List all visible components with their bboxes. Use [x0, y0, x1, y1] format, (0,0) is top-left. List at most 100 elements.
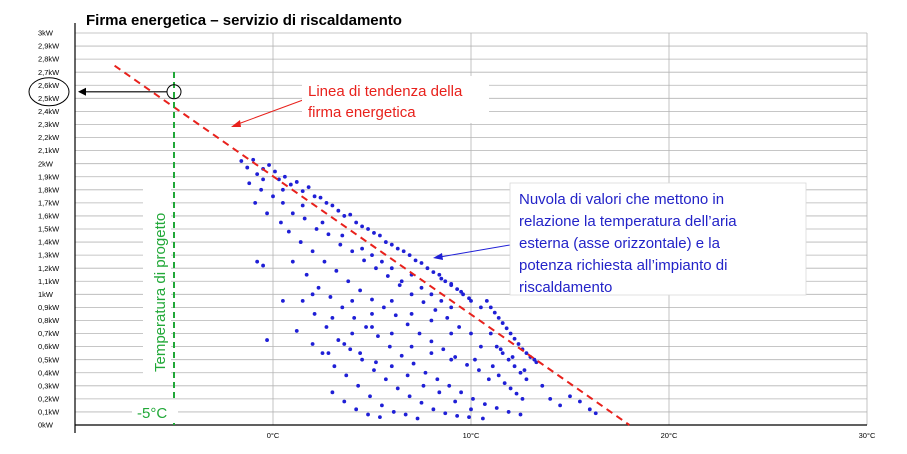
- scatter-point: [500, 351, 505, 356]
- trend-annotation-line-2: firma energetica: [308, 104, 416, 121]
- scatter-point: [459, 390, 463, 395]
- y-tick-label: 2kW: [38, 159, 54, 168]
- scatter-point: [374, 266, 378, 271]
- scatter-point: [348, 347, 353, 352]
- scatter-point: [439, 298, 444, 303]
- scatter-point: [326, 232, 331, 237]
- scatter-point: [471, 396, 475, 401]
- scatter-point: [479, 305, 483, 310]
- scatter-point: [502, 381, 507, 386]
- scatter-point: [251, 157, 256, 162]
- scatter-point: [516, 342, 521, 346]
- cloud-annotation-line-5: riscaldamento: [519, 279, 612, 296]
- x-tick-labels: 0°C 10°C 20°C 30°C: [267, 431, 876, 440]
- scatter-point: [395, 246, 400, 251]
- scatter-point: [496, 373, 501, 378]
- y-tick-label: 1,5kW: [38, 225, 60, 234]
- y-tick-label: 2,8kW: [38, 55, 60, 64]
- scatter-point: [376, 334, 380, 339]
- scatter-point: [512, 364, 517, 369]
- scatter-point: [425, 266, 430, 271]
- trend-annotation-arrow-head: [231, 120, 241, 127]
- scatter-point: [326, 351, 331, 356]
- scatter-point: [393, 313, 398, 318]
- y-tick-label: 2,1kW: [38, 146, 60, 155]
- scatter-point: [334, 268, 339, 273]
- scatter-point: [490, 364, 495, 369]
- scatter-point: [281, 187, 285, 192]
- scatter-point: [397, 283, 402, 288]
- y-tick-label: 0,3kW: [38, 381, 60, 390]
- scatter-point: [409, 292, 414, 297]
- scatter-point: [421, 383, 426, 388]
- scatter-point: [407, 394, 412, 399]
- scatter-point: [360, 224, 364, 229]
- scatter-point: [405, 322, 410, 327]
- scatter-point: [346, 279, 351, 284]
- scatter-point: [498, 347, 503, 352]
- scatter-point: [322, 259, 327, 264]
- y-tick-label: 1,9kW: [38, 172, 60, 181]
- scatter-point: [294, 329, 299, 333]
- scatter-point: [403, 412, 408, 417]
- y-tick-label: 0,4kW: [38, 368, 60, 377]
- scatter-point: [423, 370, 428, 375]
- scatter-point: [399, 279, 404, 284]
- scatter-point: [385, 274, 390, 278]
- scatter-point: [370, 253, 374, 258]
- scatter-point: [532, 357, 537, 362]
- x-tick-label: 20°C: [661, 431, 678, 440]
- scatter-point: [302, 216, 307, 221]
- scatter-point: [477, 368, 481, 373]
- scatter-point: [358, 351, 363, 356]
- scatter-point: [455, 287, 460, 292]
- scatter-point: [381, 305, 386, 310]
- highlight-ellipse: [28, 77, 70, 107]
- scatter-point: [453, 355, 458, 359]
- y-tick-label: 2,2kW: [38, 133, 60, 142]
- scatter-point: [443, 279, 448, 284]
- scatter-point: [401, 249, 406, 254]
- scatter-point: [433, 308, 438, 312]
- scatter-point: [378, 415, 382, 420]
- y-tick-label: 0kW: [38, 421, 54, 430]
- y-tick-label: 0,5kW: [38, 355, 60, 364]
- scatter-point: [336, 208, 341, 213]
- cloud-annotation-line-4: potenza richiesta all’impianto di: [519, 257, 727, 274]
- trend-annotation-arrow: [237, 99, 304, 125]
- scatter-point: [261, 263, 265, 268]
- y-tick-label: 1,3kW: [38, 251, 60, 260]
- scatter-point: [524, 377, 529, 382]
- y-tick-label: 0,8kW: [38, 316, 60, 325]
- scatter-point: [259, 187, 264, 192]
- scatter-point: [362, 258, 366, 263]
- scatter-point: [409, 312, 414, 316]
- scatter-point: [277, 177, 281, 182]
- scatter-point: [342, 342, 347, 346]
- scatter-point: [290, 211, 295, 216]
- cloud-annotation-box: [509, 182, 807, 296]
- scatter-point: [324, 200, 329, 205]
- scatter-point: [389, 298, 394, 303]
- scatter-point: [350, 298, 355, 303]
- scatter-point: [548, 396, 553, 401]
- scatter-point: [354, 407, 359, 412]
- scatter-point: [484, 298, 489, 303]
- scatter-point: [366, 227, 370, 231]
- scatter-point: [506, 357, 511, 362]
- scatter-point: [370, 297, 374, 302]
- scatter-point: [300, 298, 305, 303]
- design-temp-value-background: [132, 401, 178, 423]
- scatter-point: [447, 383, 452, 388]
- scatter-point: [449, 357, 454, 362]
- y-tick-label: 0,1kW: [38, 408, 60, 417]
- scatter-point: [288, 182, 293, 187]
- title-background: [82, 8, 392, 30]
- scatter-point: [314, 227, 319, 231]
- reading-arrow-head: [78, 87, 86, 96]
- scatter-point: [486, 377, 491, 382]
- scatter-point: [383, 377, 388, 382]
- scatter-point: [504, 326, 509, 331]
- scatter-point: [374, 360, 378, 365]
- design-temp-value: -5°C: [137, 405, 167, 422]
